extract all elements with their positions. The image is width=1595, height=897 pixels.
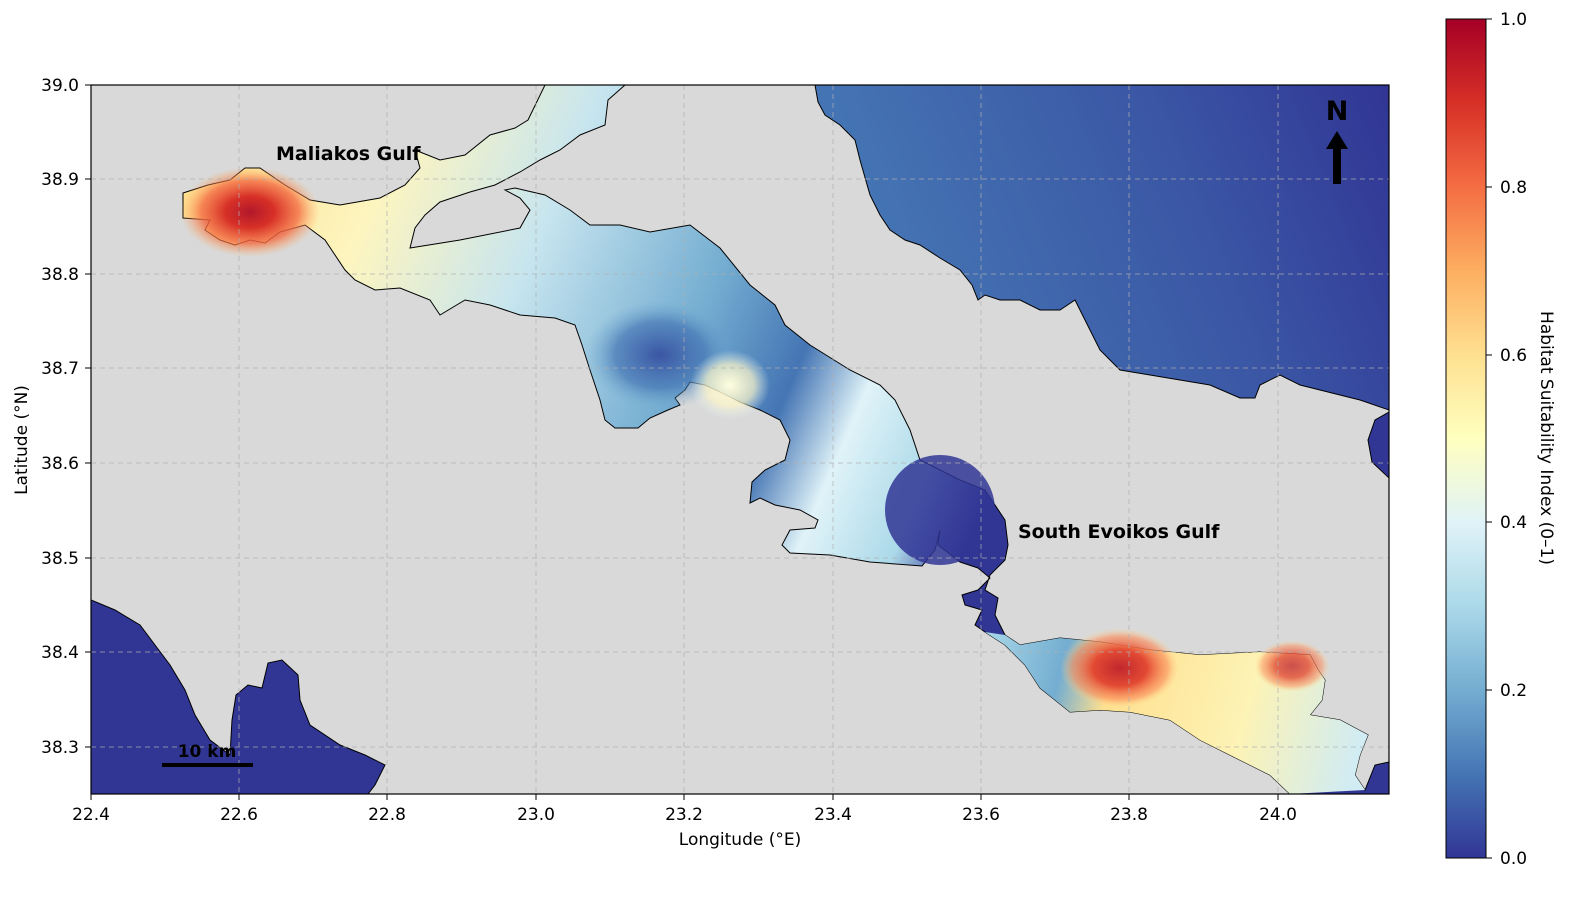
north-sea-area	[814, 85, 1389, 411]
map-layers	[91, 85, 1389, 794]
maliakos-gulf-label: Maliakos Gulf	[276, 143, 421, 165]
mid-gulf-warm-zone	[690, 350, 770, 420]
x-axis-label: Longitude (°E)	[679, 830, 801, 850]
x-tick-label: 22.8	[368, 805, 406, 825]
colorbar-tick-label: 0.6	[1500, 346, 1527, 366]
plot-frame	[90, 84, 1390, 795]
y-tick-label: 38.5	[41, 549, 79, 569]
southwest-sea-area	[91, 599, 386, 794]
hotspot-south-evoikos-east	[1254, 640, 1330, 692]
colorbar-gradient	[1445, 18, 1487, 859]
colorbar-tick-label: 1.0	[1500, 10, 1527, 30]
y-axis: 39.0 38.9 38.8 38.7 38.6 38.5 38.4 38.3 …	[12, 76, 91, 758]
north-arrow: N	[1326, 96, 1349, 184]
y-tick-label: 38.8	[41, 265, 79, 285]
colorbar-tick-label: 0.2	[1500, 681, 1527, 701]
x-tick-label: 24.0	[1259, 805, 1297, 825]
x-tick-label: 23.0	[517, 805, 555, 825]
y-tick-label: 38.6	[41, 454, 79, 474]
y-tick-label: 38.3	[41, 738, 79, 758]
y-tick-label: 38.9	[41, 170, 79, 190]
colorbar-tick-label: 0.8	[1500, 178, 1527, 198]
x-tick-label: 22.6	[220, 805, 258, 825]
east-sea-patch	[1367, 411, 1389, 479]
x-tick-label: 23.8	[1110, 805, 1148, 825]
gridlines	[91, 85, 1389, 794]
colorbar: 0.0 0.2 0.4 0.6 0.8 1.0 Habitat Suitabil…	[1445, 10, 1556, 869]
y-tick-label: 38.7	[41, 359, 79, 379]
colorbar-tick-label: 0.4	[1500, 513, 1527, 533]
south-evoikos-gulf-label: South Evoikos Gulf	[1018, 521, 1220, 543]
north-arrow-icon	[1326, 131, 1348, 184]
x-axis: 22.4 22.6 22.8 23.0 23.2 23.4 23.6 23.8 …	[72, 794, 1297, 850]
gulf-water	[182, 85, 1389, 794]
colorbar-tick-label: 0.0	[1500, 849, 1527, 869]
hotspot-maliakos	[180, 167, 320, 257]
scale-bar-label: 10 km	[178, 742, 237, 762]
x-tick-label: 22.4	[72, 805, 110, 825]
x-tick-label: 23.4	[814, 805, 852, 825]
y-axis-label: Latitude (°N)	[12, 385, 32, 495]
scale-bar: 10 km	[162, 742, 253, 767]
x-tick-label: 23.2	[665, 805, 703, 825]
narrows-low-zone	[885, 455, 995, 565]
north-label: N	[1326, 96, 1349, 127]
colorbar-label: Habitat Suitability Index (0–1)	[1536, 311, 1556, 565]
y-tick-label: 38.4	[41, 643, 79, 663]
hotspot-south-evoikos-west	[1060, 628, 1180, 708]
x-tick-label: 23.6	[962, 805, 1000, 825]
y-tick-label: 39.0	[41, 76, 79, 96]
